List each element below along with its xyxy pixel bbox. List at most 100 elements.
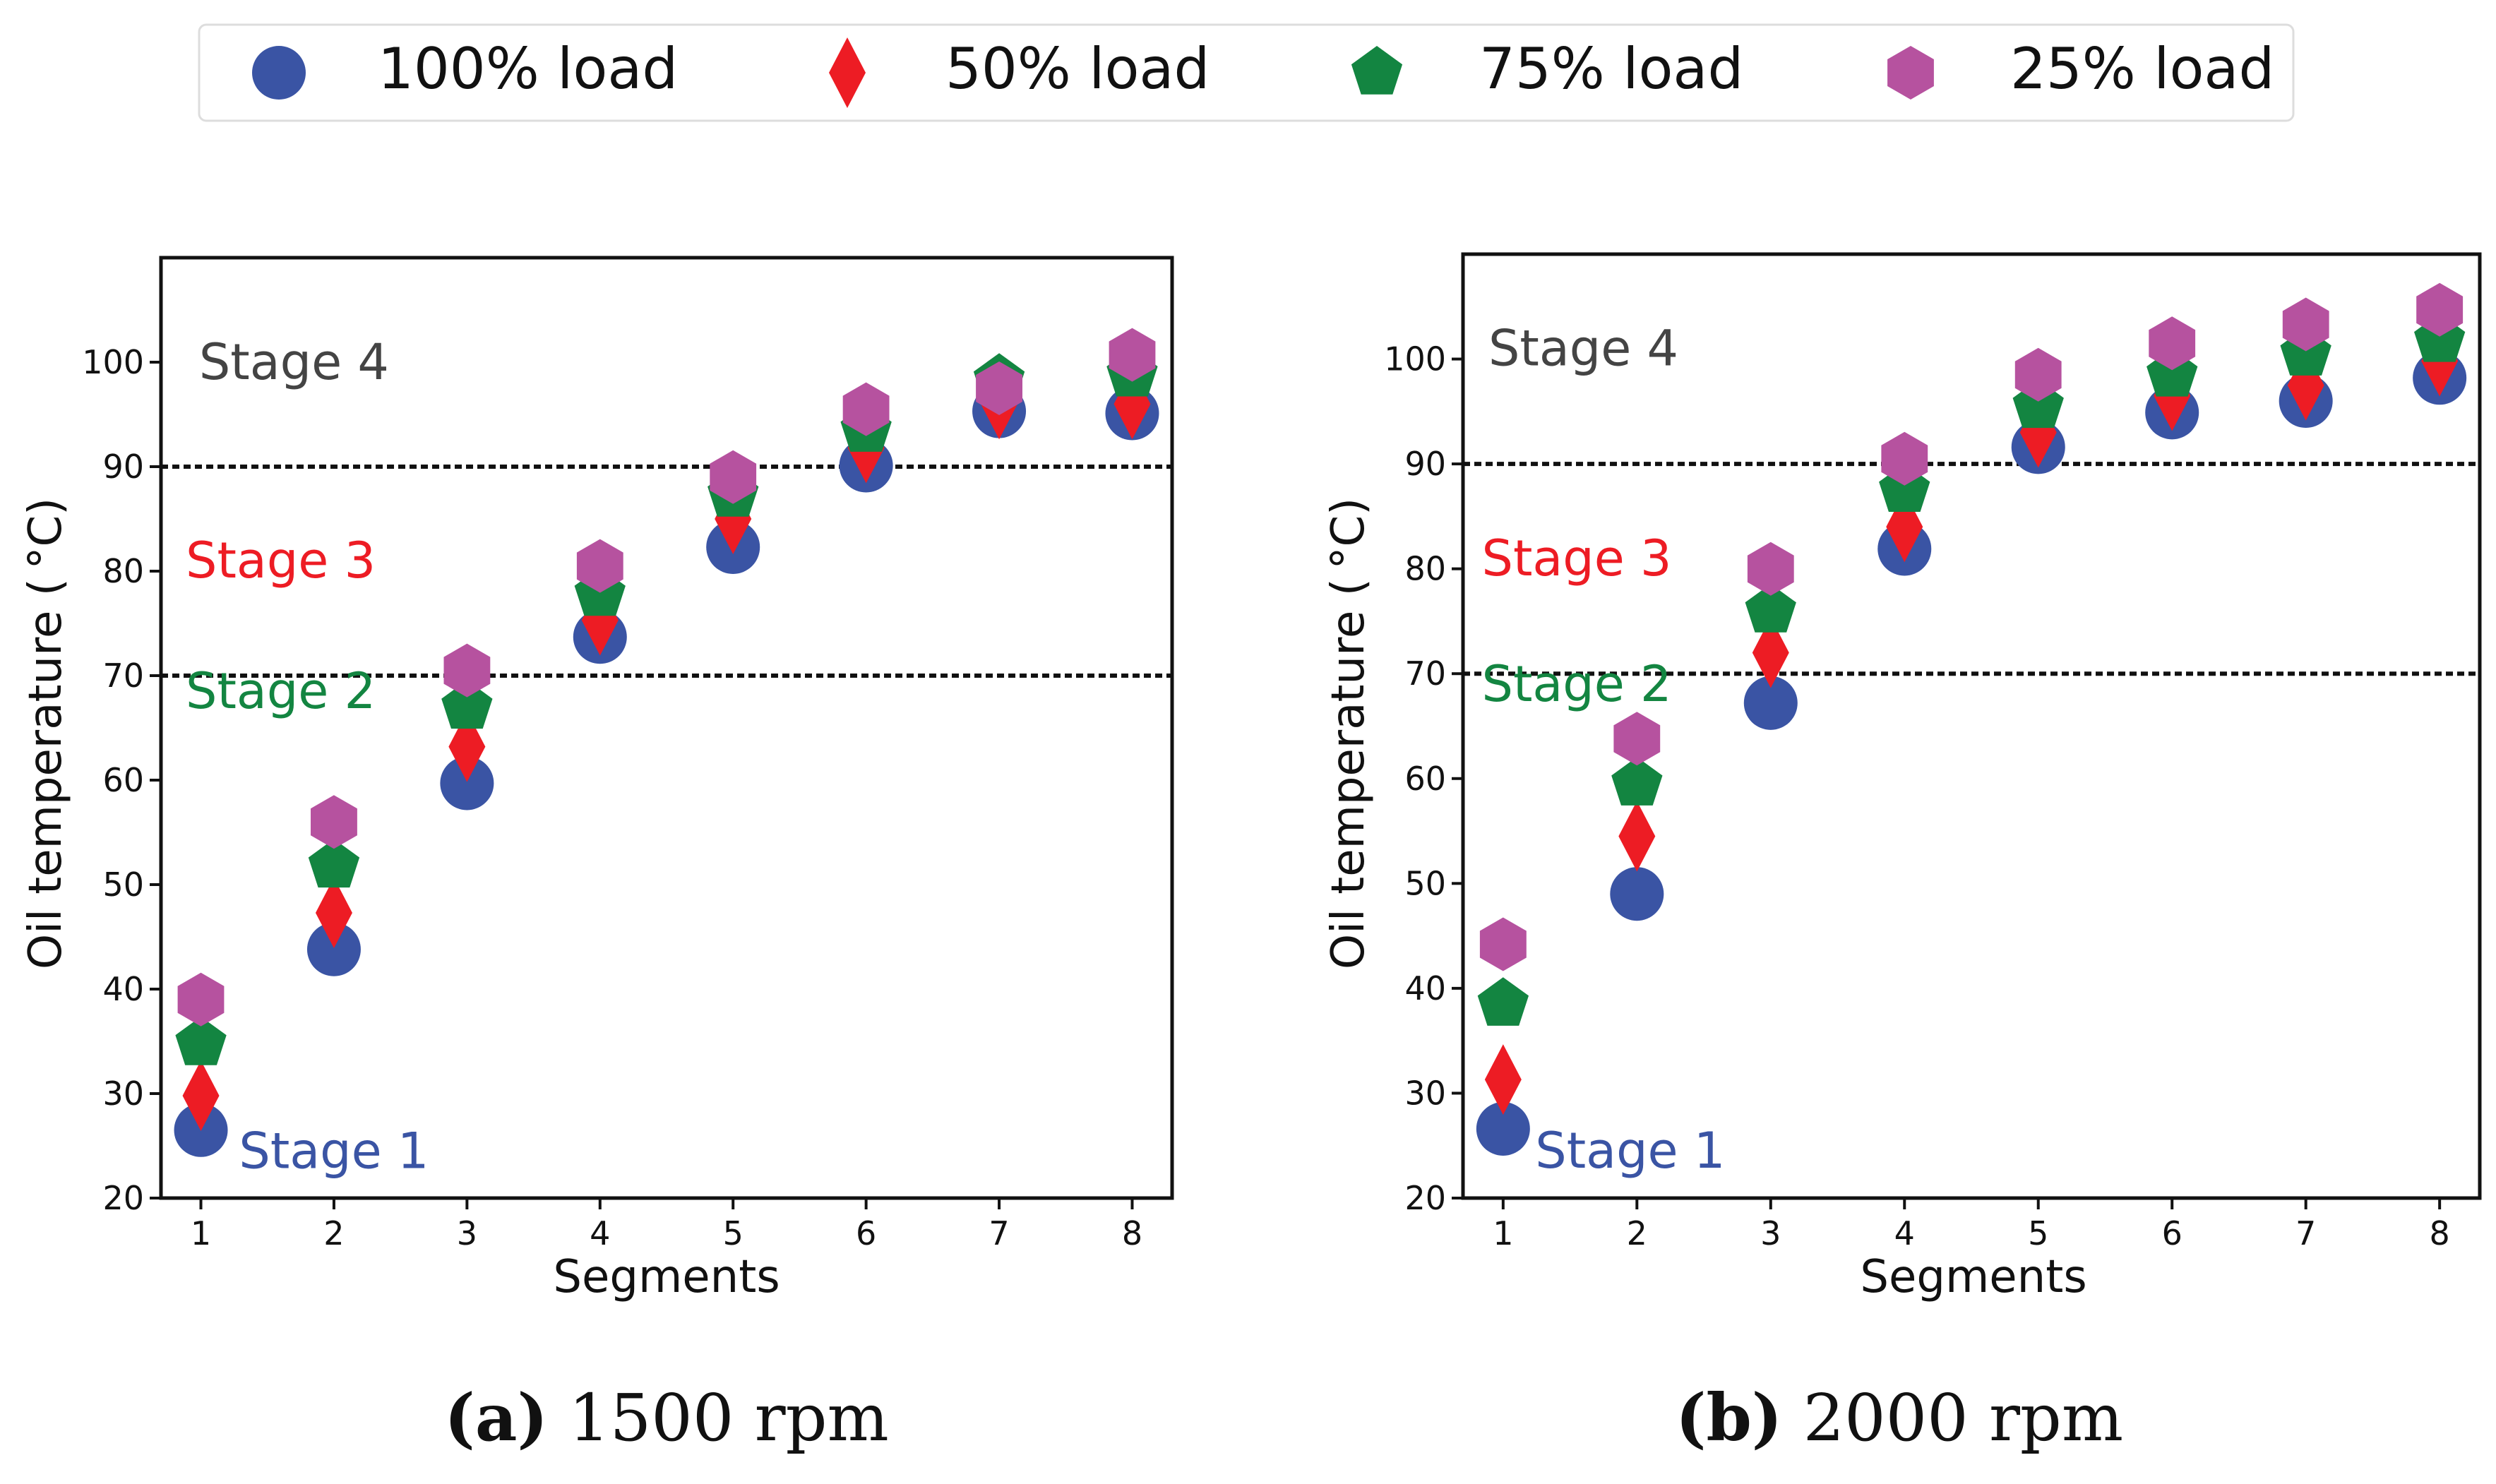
data-point-50-load-seg1-b — [1484, 1044, 1522, 1115]
x-tick-label-b: 7 — [2295, 1214, 2316, 1252]
data-point-50-load-seg1-a — [182, 1060, 220, 1131]
y-tick-label-a: 70 — [102, 657, 144, 695]
y-tick-label-a: 20 — [102, 1179, 144, 1217]
x-tick-label-a: 1 — [191, 1214, 211, 1252]
stage-label-stage-2-b: Stage 2 — [1482, 655, 1672, 713]
data-point-50-load-seg2-a — [315, 877, 352, 948]
data-point-75-load-seg3-b — [1745, 584, 1796, 633]
stage-label-stage-2-a: Stage 2 — [186, 662, 376, 720]
y-tick-label-b: 80 — [1404, 550, 1446, 588]
y-tick-label-b: 20 — [1404, 1179, 1446, 1217]
stage-label-stage-1-b: Stage 1 — [1535, 1122, 1725, 1180]
stage-label-stage-3-a: Stage 3 — [186, 532, 376, 590]
x-tick-label-b: 5 — [2028, 1214, 2048, 1252]
x-tick-label-a: 5 — [723, 1214, 744, 1252]
x-tick-label-a: 7 — [989, 1214, 1009, 1252]
caption-b-letter: (b) — [1676, 1380, 1782, 1456]
y-tick-label-a: 80 — [102, 552, 144, 590]
x-tick-label-b: 1 — [1493, 1214, 1513, 1252]
data-point-75-load-seg2-b — [1611, 757, 1663, 806]
stage-label-stage-1-a: Stage 1 — [239, 1122, 429, 1180]
legend-marker-75-load — [1351, 46, 1403, 95]
panel-a: 20 30 40 50 60 70 80 90 100 1 2 3 4 5 6 7 8 Stage 4 Stage … — [20, 256, 1174, 1456]
y-tick-label-b: 40 — [1404, 969, 1446, 1007]
y-tick-label-a: 30 — [102, 1075, 144, 1113]
caption-b: (b) 2000 rpm — [1676, 1380, 2123, 1456]
x-tick-label-b: 4 — [1894, 1214, 1915, 1252]
data-point-25-load-seg3-a — [443, 643, 491, 698]
data-point-25-load-seg2-b — [1613, 712, 1661, 766]
data-point-25-load-seg8-b — [2416, 282, 2464, 337]
y-tick-label-a: 50 — [102, 866, 144, 904]
data-point-75-load-seg1-b — [1477, 977, 1529, 1026]
y-tick-label-b: 70 — [1404, 654, 1446, 693]
legend-label-25: 25% load — [2010, 36, 2274, 102]
legend-label-75: 75% load — [1479, 36, 1743, 102]
data-point-25-load-seg1-b — [1479, 917, 1527, 971]
plot-frame-a — [159, 256, 1174, 1200]
y-axis-label-b: Oil temperature ( °C) — [1322, 498, 1375, 969]
data-point-50-load-seg3-b — [1752, 617, 1789, 688]
y-tick-label-b: 60 — [1404, 760, 1446, 798]
caption-b-text: 2000 rpm — [1782, 1380, 2123, 1456]
y-tick-label-a: 40 — [102, 970, 144, 1008]
plot-frame-b — [1461, 252, 2482, 1200]
data-point-25-load-seg1-a — [177, 972, 225, 1027]
data-point-100-load-seg2-b — [1610, 867, 1664, 921]
data-point-75-load-seg3-a — [441, 680, 493, 729]
data-point-100-load-seg2-a — [306, 922, 361, 976]
x-axis-label-b: Segments — [1860, 1251, 2086, 1303]
data-point-25-load-seg6-a — [842, 382, 890, 436]
caption-a: (a) 1500 rpm — [444, 1380, 888, 1456]
x-tick-label-b: 6 — [2162, 1214, 2182, 1252]
y-tick-label-a: 60 — [102, 761, 144, 799]
x-tick-label-a: 4 — [590, 1214, 610, 1252]
data-point-25-load-seg8-a — [1109, 328, 1156, 382]
legend-marker-25-load — [1887, 46, 1934, 100]
data-point-25-load-seg7-a — [976, 361, 1022, 415]
legend-marker-50-load — [829, 37, 866, 108]
y-axis-label-a: Oil temperature ( °C) — [20, 498, 72, 969]
y-tick-label-a: 90 — [102, 448, 144, 486]
data-point-50-load-seg2-b — [1618, 801, 1656, 872]
x-tick-label-a: 8 — [1122, 1214, 1142, 1252]
legend-label-100: 100% load — [378, 36, 678, 102]
x-tick-label-a: 3 — [457, 1214, 477, 1252]
data-point-25-load-seg4-b — [1881, 431, 1928, 486]
stage-label-stage-4-a: Stage 4 — [199, 333, 389, 391]
y-tick-label-b: 90 — [1404, 445, 1446, 483]
data-point-25-load-seg5-a — [710, 450, 757, 504]
legend: 100% load 50% load 75% load 25% load — [198, 23, 2295, 122]
data-point-25-load-seg2-a — [311, 795, 357, 849]
caption-a-letter: (a) — [444, 1380, 548, 1456]
x-tick-label-b: 3 — [1760, 1214, 1781, 1252]
x-axis-label-a: Segments — [553, 1251, 780, 1303]
y-tick-label-a: 100 — [82, 343, 144, 381]
legend-marker-100-load — [252, 46, 306, 100]
x-tick-label-a: 6 — [856, 1214, 876, 1252]
stage-label-stage-3-b: Stage 3 — [1482, 529, 1672, 587]
caption-a-text: 1500 rpm — [548, 1380, 889, 1456]
y-tick-label-b: 50 — [1404, 864, 1446, 902]
data-point-100-load-seg3-b — [1743, 676, 1798, 730]
x-tick-label-b: 8 — [2430, 1214, 2450, 1252]
y-tick-label-b: 30 — [1404, 1074, 1446, 1112]
data-point-75-load-seg2-a — [308, 839, 360, 888]
data-point-25-load-seg3-b — [1747, 541, 1794, 596]
legend-label-50: 50% load — [945, 36, 1210, 102]
y-tick-label-b: 100 — [1384, 340, 1446, 378]
x-tick-label-a: 2 — [323, 1214, 344, 1252]
panel-b: 20 30 40 50 60 70 80 90 100 1 2 3 4 5 6 7 8 Stage 4 Stage … — [1322, 252, 2482, 1456]
data-point-50-load-seg3-a — [448, 711, 486, 782]
data-point-100-load-seg1-b — [1476, 1101, 1530, 1156]
legend-frame — [198, 23, 2295, 122]
x-tick-label-b: 2 — [1627, 1214, 1647, 1252]
data-point-25-load-seg7-b — [2282, 297, 2329, 352]
data-point-75-load-seg1-a — [175, 1017, 227, 1065]
stage-label-stage-4-b: Stage 4 — [1488, 320, 1678, 378]
data-point-25-load-seg6-b — [2149, 316, 2196, 371]
data-point-25-load-seg5-b — [2014, 347, 2062, 402]
data-point-25-load-seg4-a — [576, 539, 623, 593]
data-point-100-load-seg3-a — [440, 756, 494, 810]
